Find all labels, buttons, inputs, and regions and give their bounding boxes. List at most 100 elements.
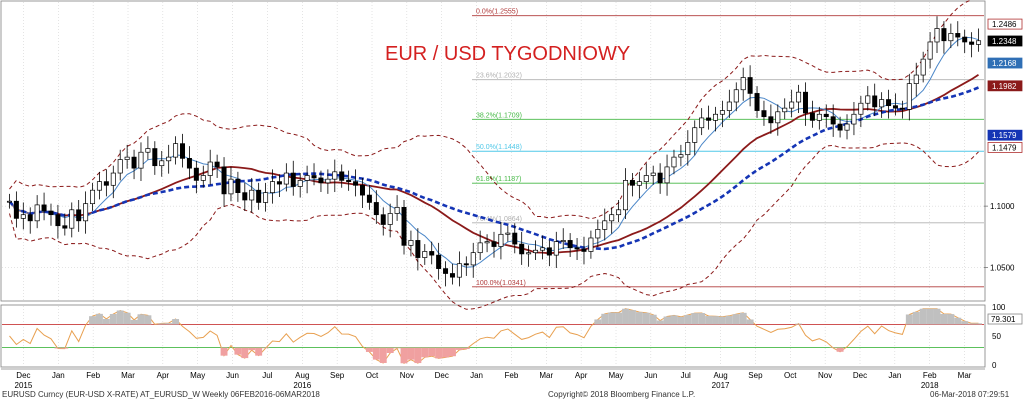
candle-body	[636, 181, 642, 186]
x-month-label: Nov	[400, 371, 414, 380]
candle-body	[754, 93, 760, 111]
candle-body	[332, 171, 338, 180]
candle-body	[103, 181, 109, 186]
candle-body	[664, 166, 670, 184]
candle-body	[380, 214, 386, 225]
candle-body	[616, 209, 622, 216]
last-value-box	[987, 129, 1023, 141]
bollinger-upper-line	[9, 0, 972, 220]
candle-body	[96, 181, 102, 191]
candle-body	[505, 232, 511, 235]
candle-body	[221, 166, 227, 195]
candle-body	[512, 232, 518, 245]
candle-body	[796, 91, 802, 103]
x-month-label: May	[608, 371, 623, 380]
x-month-label: Jan	[470, 371, 483, 380]
candle-body	[484, 241, 490, 244]
candle-body	[899, 107, 905, 110]
candle-body	[6, 200, 12, 203]
candle-body	[235, 178, 241, 194]
candle-body	[678, 154, 684, 158]
chart-title: EUR / USD TYGODNIOWY	[385, 43, 630, 65]
candle-body	[387, 213, 393, 225]
candle-body	[353, 181, 359, 186]
y-axis: 1.0500 1.1000 1.2486 1.2348 1.2168 1.1982 1.15…	[984, 18, 1023, 370]
y-tick-label: 1.0500	[990, 263, 1015, 272]
fib-label: 50.0%(1.1448)	[476, 144, 522, 151]
footer-instrument: EURUSD Curncy (EUR-USD X-RATE) AT_EURUSD…	[2, 390, 320, 399]
last-value-box	[987, 57, 1023, 69]
candle-body	[692, 127, 698, 143]
candle-body	[595, 229, 601, 239]
candle-body	[131, 156, 137, 169]
candle-body	[429, 251, 435, 256]
candle-body	[574, 247, 580, 250]
candle-body	[553, 241, 559, 256]
candle-body	[976, 40, 982, 45]
candle-body	[837, 123, 843, 131]
candle-body	[394, 207, 400, 214]
candle-body	[747, 77, 753, 94]
candle-body	[13, 200, 19, 219]
candle-body	[913, 74, 919, 84]
candle-body	[276, 181, 282, 185]
candle-body	[138, 151, 144, 169]
candle-body	[214, 161, 220, 168]
candle-body	[650, 172, 656, 176]
footer: EURUSD Curncy (EUR-USD X-RATE) AT_EURUSD…	[0, 390, 1024, 401]
candle-body	[339, 171, 345, 181]
candle-body	[311, 175, 317, 179]
candle-body	[823, 113, 829, 118]
candle-body	[200, 175, 206, 181]
candle-body	[699, 117, 705, 129]
x-year-label: 2016	[293, 381, 311, 390]
last-value-label: 1.1579	[992, 131, 1017, 140]
last-value-label: 1.1479	[992, 143, 1017, 152]
candles	[6, 16, 982, 287]
fib-label: 100.0%(1.0341)	[476, 280, 526, 287]
x-month-label: May	[190, 371, 205, 380]
bollinger-lower-line	[9, 142, 979, 310]
candle-body	[242, 192, 248, 201]
candle-body	[27, 214, 33, 222]
candle-body	[180, 143, 186, 159]
x-month-label: Sep	[748, 371, 763, 380]
x-month-label: Jan	[888, 371, 901, 380]
footer-copyright: Copyright© 2018 Bloomberg Finance L.P.	[548, 390, 696, 399]
candle-body	[955, 33, 961, 38]
candle-body	[69, 209, 75, 229]
x-year-label: 2017	[712, 381, 730, 390]
candle-body	[671, 156, 677, 168]
candle-body	[719, 110, 725, 115]
candle-body	[713, 113, 718, 121]
main-panel-frame	[0, 0, 986, 302]
oscillator	[2, 308, 984, 364]
x-axis: Dec Jan Feb Mar Apr May Jun Jul Aug Sep Oct Nov Dec J…	[1, 368, 985, 390]
x-month-label: Mar	[121, 371, 135, 380]
candle-body	[359, 184, 365, 196]
candle-body	[588, 237, 594, 252]
candle-body	[422, 251, 428, 258]
fibonacci-levels: 0.0%(1.2555) 23.6%(1.2032) 38.2%(1.1709) 50…	[472, 9, 984, 288]
candle-body	[256, 189, 262, 203]
candle-body	[318, 177, 324, 184]
x-month-label: Feb	[505, 371, 519, 380]
last-value-box	[987, 80, 1023, 92]
candle-body	[816, 113, 822, 121]
candle-body	[110, 172, 116, 186]
candle-body	[830, 116, 836, 125]
candle-body	[782, 107, 788, 113]
candle-body	[283, 172, 289, 185]
candle-body	[581, 248, 587, 252]
candle-body	[90, 189, 96, 205]
candle-body	[83, 203, 89, 222]
x-month-label: Jan	[52, 371, 65, 380]
candle-body	[463, 263, 469, 266]
x-year-label: 2018	[921, 381, 939, 390]
oscillator-tick-label: 100	[992, 303, 1006, 312]
candle-body	[892, 105, 898, 109]
candle-body	[886, 99, 892, 107]
last-value-box	[987, 142, 1023, 153]
fib-label: 61.8%(1.1187)	[476, 176, 521, 183]
candle-body	[55, 214, 61, 227]
